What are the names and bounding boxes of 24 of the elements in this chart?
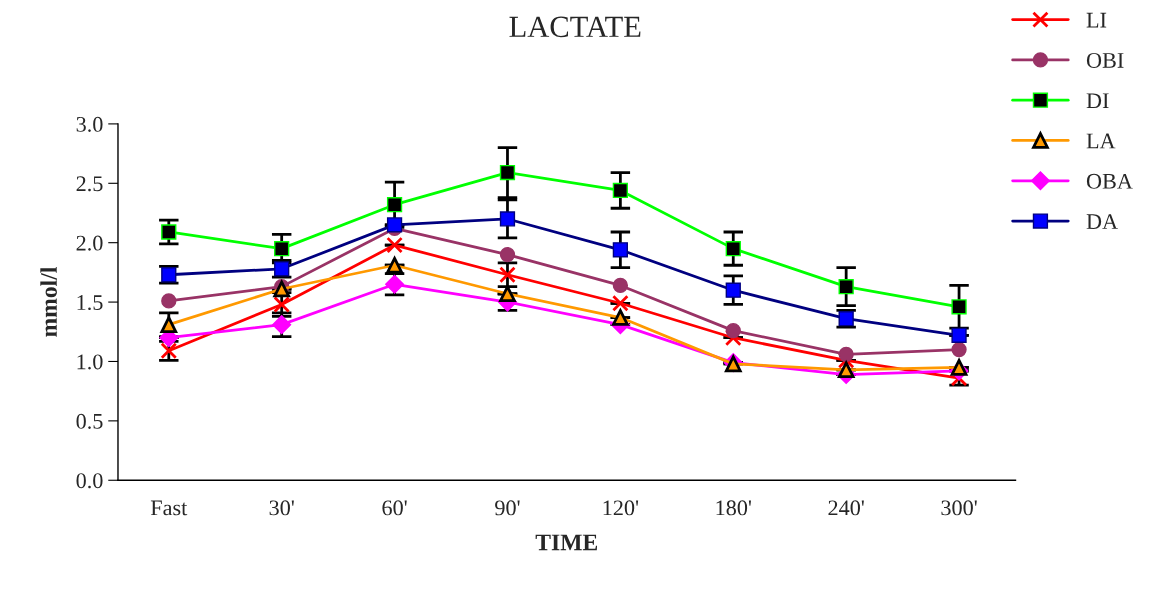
legend-label: DA [1086,214,1118,229]
y-tick-label: 1.5 [77,295,103,311]
legend-label: OBA [1086,173,1133,189]
x-tick-label: Fast [150,500,188,516]
legend-label: DI [1086,93,1109,109]
y-tick-label: 0.0 [76,473,103,489]
y-axis-title: mmol/l [40,267,57,337]
legend-label: LA [1086,133,1116,149]
legend-label: LI [1086,12,1107,28]
x-tick-label: 120' [603,500,639,516]
y-tick-label: 0.5 [76,413,103,429]
y-tick-label: 1.0 [77,354,103,370]
x-tick-label: 300' [941,500,977,516]
y-tick-label: 3.0 [76,116,103,132]
x-tick-label: 180' [716,500,751,516]
x-tick-label: 30' [269,500,294,516]
x-axis-title: TIME [535,534,598,551]
legend-label: OBI [1086,52,1124,68]
chart-title: LACTATE [509,16,641,38]
x-tick-label: 240' [828,500,864,516]
y-tick-label: 2.5 [76,176,103,192]
y-tick-label: 2.0 [76,235,103,251]
x-tick-label: 90' [495,500,520,516]
x-tick-label: 60' [382,500,407,516]
